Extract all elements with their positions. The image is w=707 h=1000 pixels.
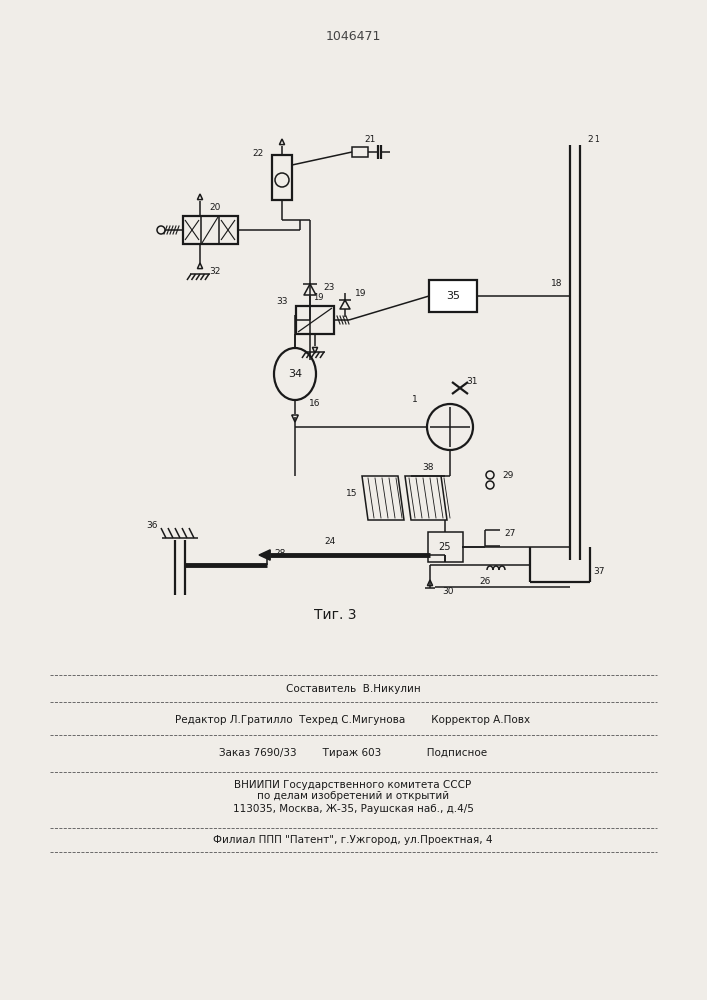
- Text: Заказ 7690/33        Тираж 603              Подписное: Заказ 7690/33 Тираж 603 Подписное: [219, 748, 487, 758]
- Text: 19: 19: [312, 294, 323, 302]
- Bar: [296, 306, 334, 334]
- Text: 21: 21: [364, 134, 375, 143]
- Bar: [352, 147, 368, 157]
- Text: 35: 35: [446, 291, 460, 301]
- Text: 33: 33: [276, 296, 288, 306]
- Polygon shape: [259, 550, 270, 560]
- Text: 25: 25: [439, 542, 451, 552]
- Text: 2: 2: [588, 135, 592, 144]
- Bar: [429, 280, 477, 312]
- Text: 36: 36: [146, 520, 158, 530]
- Text: 28: 28: [274, 548, 286, 558]
- Text: ВНИИПИ Государственного комитета СССР: ВНИИПИ Государственного комитета СССР: [235, 780, 472, 790]
- Text: 20: 20: [209, 204, 221, 213]
- Text: 1: 1: [412, 394, 418, 403]
- Text: Филиал ППП "Патент", г.Ужгород, ул.Проектная, 4: Филиал ППП "Патент", г.Ужгород, ул.Проек…: [214, 835, 493, 845]
- Text: 31: 31: [466, 377, 478, 386]
- Bar: [183, 216, 238, 244]
- Bar: [272, 155, 292, 200]
- Text: 32: 32: [209, 267, 221, 276]
- Text: 1046471: 1046471: [325, 30, 380, 43]
- Text: 18: 18: [551, 279, 563, 288]
- Text: 34: 34: [288, 369, 302, 379]
- Text: 16: 16: [309, 399, 320, 408]
- Text: Составитель  В.Никулин: Составитель В.Никулин: [286, 684, 421, 694]
- Text: 37: 37: [593, 568, 604, 576]
- Text: 27: 27: [504, 528, 515, 538]
- Text: 29: 29: [502, 471, 513, 480]
- Text: 23: 23: [323, 282, 334, 292]
- Text: 30: 30: [442, 587, 453, 596]
- Text: 38: 38: [422, 464, 434, 473]
- Text: 24: 24: [325, 538, 336, 546]
- Text: 1: 1: [595, 135, 600, 144]
- Text: Τиг. 3: Τиг. 3: [314, 608, 356, 622]
- Text: 22: 22: [252, 149, 264, 158]
- Text: 113035, Москва, Ж-35, Раушская наб., д.4/5: 113035, Москва, Ж-35, Раушская наб., д.4…: [233, 804, 474, 814]
- Text: 26: 26: [479, 578, 491, 586]
- Text: Редактор Л.Гратилло  Техред С.Мигунова        Корректор А.Повх: Редактор Л.Гратилло Техред С.Мигунова Ко…: [175, 715, 530, 725]
- Text: 19: 19: [355, 288, 366, 298]
- Bar: [428, 532, 463, 562]
- Text: по делам изобретений и открытий: по делам изобретений и открытий: [257, 791, 449, 801]
- Text: 15: 15: [346, 488, 358, 497]
